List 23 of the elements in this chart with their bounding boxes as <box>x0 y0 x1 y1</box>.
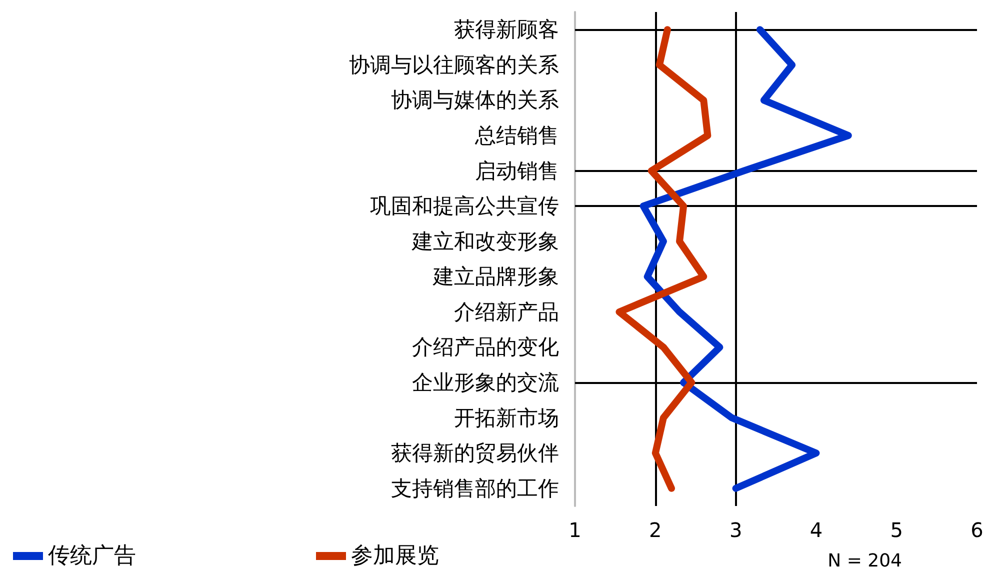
x-tick-label: 6 <box>970 518 984 542</box>
x-tick-label: 2 <box>649 518 662 542</box>
legend-label: 参加展览 <box>351 544 439 568</box>
y-tick-label: 介绍产品的变化 <box>412 335 559 360</box>
y-tick-label: 介绍新产品 <box>454 300 559 324</box>
y-tick-label: 协调与媒体的关系 <box>391 88 559 112</box>
y-tick-label: 总结销售 <box>474 124 559 148</box>
text: N = 204 <box>828 550 902 572</box>
x-tick-label: 1 <box>568 518 582 542</box>
y-tick-label: 获得新的贸易伙伴 <box>391 441 559 466</box>
y-tick-label: 建立和改变形象 <box>411 229 559 254</box>
y-tick-label: 巩固和提高公共宣传 <box>370 194 559 218</box>
y-tick-label: 企业形象的交流 <box>412 370 559 394</box>
y-tick-label: 建立品牌形象 <box>432 264 559 289</box>
y-tick-label: 协调与以往顾客的关系 <box>349 52 559 77</box>
x-tick-label: 3 <box>729 518 742 542</box>
y-tick-label: 支持销售部的工作 <box>391 476 559 500</box>
x-tick-label: 4 <box>810 518 823 542</box>
y-tick-label: 获得新顾客 <box>454 18 559 42</box>
x-tick-label: 5 <box>890 518 903 542</box>
legend-label: 传统广告 <box>48 544 136 568</box>
y-tick-label: 启动销售 <box>475 158 559 183</box>
y-tick-label: 开拓新市场 <box>454 406 559 430</box>
